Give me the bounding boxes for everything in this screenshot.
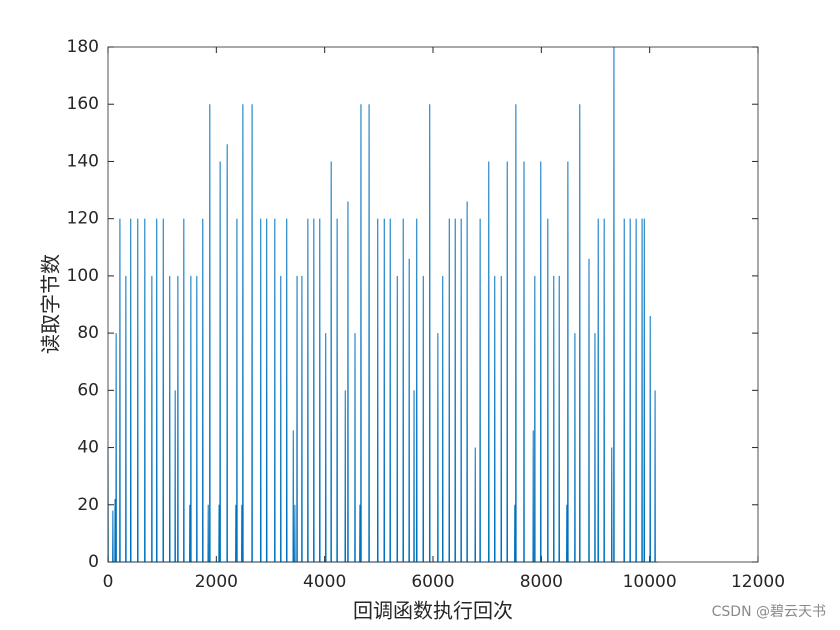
y-axis-label: 读取字节数 bbox=[39, 254, 63, 354]
watermark: CSDN @碧云天书 bbox=[712, 604, 826, 620]
x-axis-label: 回调函数执行回次 bbox=[353, 599, 513, 623]
y-tick-label: 60 bbox=[77, 380, 99, 400]
x-tick-label: 8000 bbox=[520, 572, 563, 592]
x-tick-label: 0 bbox=[103, 572, 114, 592]
y-tick-label: 0 bbox=[88, 552, 99, 572]
y-tick-label: 20 bbox=[77, 495, 99, 515]
y-tick-label: 100 bbox=[67, 266, 99, 286]
y-tick-label: 180 bbox=[67, 37, 99, 57]
y-tick-label: 120 bbox=[67, 209, 99, 229]
y-tick-label: 140 bbox=[67, 151, 99, 171]
y-tick-label: 80 bbox=[77, 323, 99, 343]
y-tick-label: 40 bbox=[77, 438, 99, 458]
x-tick-label: 4000 bbox=[303, 572, 346, 592]
x-tick-label: 6000 bbox=[411, 572, 454, 592]
x-tick-label: 12000 bbox=[731, 572, 785, 592]
y-tick-label: 160 bbox=[67, 94, 99, 114]
x-tick-label: 10000 bbox=[623, 572, 677, 592]
x-tick-label: 2000 bbox=[195, 572, 238, 592]
